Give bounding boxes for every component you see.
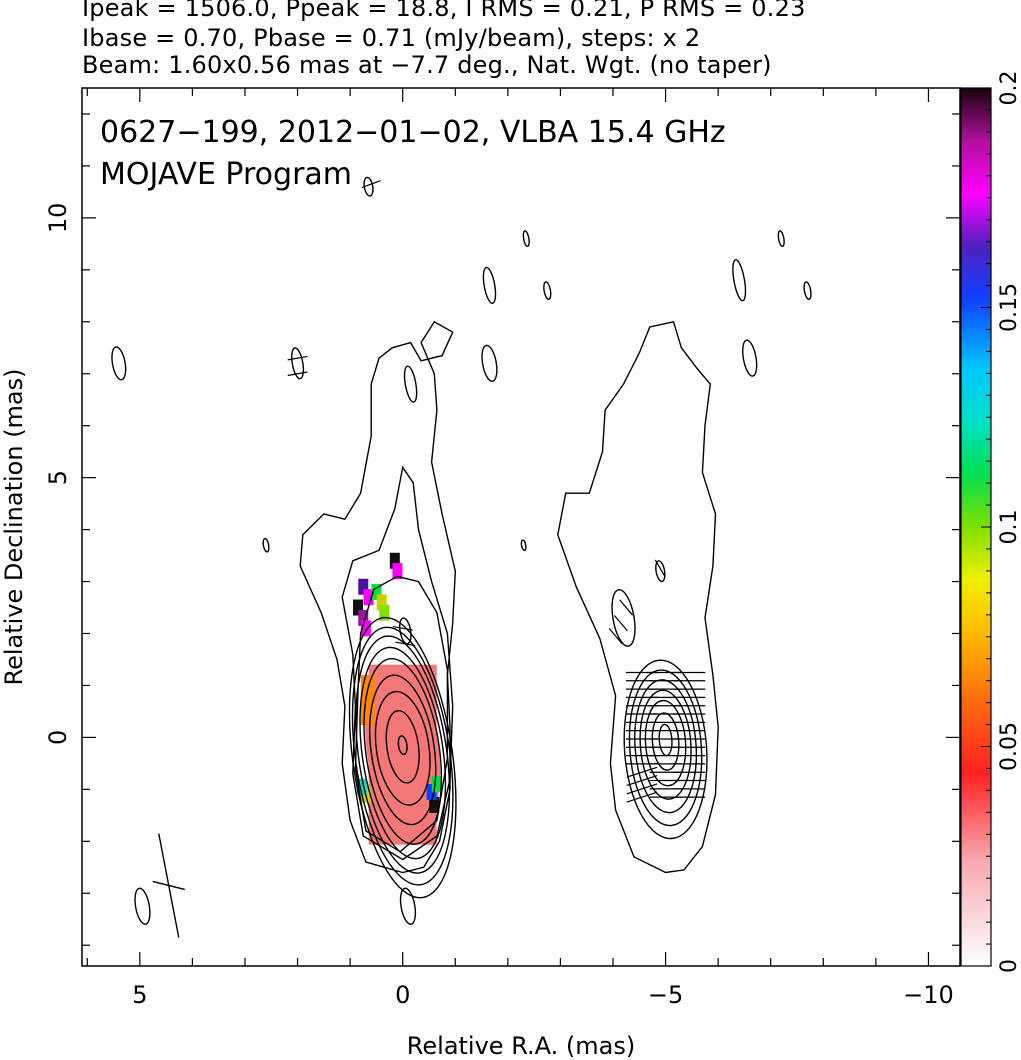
contour-right — [628, 669, 703, 827]
contour-left — [369, 674, 437, 826]
x-tick-label: 5 — [132, 981, 147, 1009]
contour-isolated — [482, 266, 497, 305]
contour-isolated — [399, 887, 417, 925]
header-line-3: Beam: 1.60x0.56 mas at −7.7 deg., Nat. W… — [82, 51, 772, 79]
contour-isolated — [134, 887, 151, 925]
contour-isolated — [291, 347, 305, 380]
evpa-vector — [626, 766, 658, 778]
x-tick-label: 0 — [395, 981, 410, 1009]
evpa-vector — [395, 641, 416, 647]
pol-pixel — [360, 620, 371, 637]
x-tick-label: −10 — [903, 981, 954, 1009]
pol-pixel — [356, 778, 367, 795]
pol-pixel — [429, 796, 440, 813]
pol-pixel — [376, 594, 387, 611]
contour-isolated — [543, 281, 552, 301]
evpa-vectors — [287, 180, 706, 803]
pol-pixel — [379, 604, 390, 621]
pol-pixel — [358, 609, 369, 626]
colorbar-tick-labels: 0 0.05 0.1 0.15 0.2 — [997, 71, 1021, 974]
axis-ticks — [82, 88, 960, 966]
contour-left — [359, 646, 447, 860]
colorbar-tick-label: 0.2 — [997, 71, 1021, 106]
contour-isolated — [403, 365, 418, 403]
program-label: MOJAVE Program — [100, 157, 352, 192]
contour-isolated — [732, 259, 747, 302]
y-tick-label: 10 — [44, 203, 72, 234]
contour-isolated — [777, 230, 785, 248]
contour-left — [374, 690, 431, 806]
contour-right — [623, 659, 708, 840]
evpa-vector — [608, 628, 623, 645]
contour-isolated — [262, 537, 270, 553]
contour-isolated — [520, 539, 527, 552]
contour-right — [634, 679, 698, 814]
contour-left-mid — [341, 465, 454, 861]
header-line-2: Ibase = 0.70, Pbase = 0.71 (mJy/beam), s… — [82, 24, 701, 52]
contour-right — [639, 689, 692, 800]
contour-right — [658, 723, 673, 757]
evpa-vector — [392, 625, 413, 631]
pol-pixel — [389, 552, 400, 569]
colorbar-tick-label: 0 — [997, 959, 1021, 973]
contour-isolated — [111, 346, 127, 381]
contour-isolated — [803, 281, 812, 301]
plot-frame — [81, 87, 961, 967]
pol-pixel — [431, 776, 442, 793]
contour-isolated — [481, 344, 498, 382]
header-line-1: Ipeak = 1506.0, Ppeak = 18.8, I RMS = 0.… — [82, 0, 806, 22]
y-tick-label: 0 — [44, 730, 72, 745]
x-tick-label: −5 — [648, 981, 683, 1009]
contour-left-inner — [354, 575, 449, 853]
pol-pixel — [371, 583, 382, 600]
evpa-vector — [626, 791, 658, 803]
source-label: 0627−199, 2012−01−02, VLBA 15.4 GHz — [100, 115, 726, 150]
pol-pixel — [392, 563, 403, 580]
evpa-vector — [654, 559, 666, 578]
colorbar-tick-label: 0.15 — [997, 283, 1021, 332]
contour-left — [385, 709, 420, 784]
contour-isolated — [611, 589, 636, 647]
contour-left-outer — [299, 320, 457, 874]
beam-minor-axis — [152, 880, 185, 891]
colorbar-tick-label: 0.05 — [997, 722, 1021, 771]
pol-pixel — [363, 589, 374, 606]
colorbar-frame — [960, 87, 992, 967]
y-tick-label: 5 — [44, 470, 72, 485]
evpa-vector — [361, 180, 381, 189]
contour-right-outer — [557, 320, 719, 874]
contour-isolated — [363, 176, 374, 197]
beam-ellipse — [152, 833, 185, 938]
contour-isolated — [655, 560, 666, 583]
contour-right — [651, 712, 680, 771]
contour-left — [363, 657, 443, 845]
evpa-vector — [619, 599, 634, 616]
evpa-vector — [287, 371, 308, 377]
contour-left — [355, 635, 451, 874]
y-axis-label: Relative Declination (mas) — [0, 368, 28, 685]
contour-lines — [111, 176, 812, 925]
contour-isolated — [522, 230, 530, 248]
colorbar-tick-label: 0.1 — [997, 510, 1021, 545]
pol-pixel — [358, 578, 369, 595]
evpa-vector — [626, 783, 658, 795]
contour-right — [644, 699, 687, 787]
x-axis-label: Relative R.A. (mas) — [407, 1032, 635, 1060]
pol-pixel — [426, 783, 437, 800]
axis-tick-labels: 5 0 −5 −10 0 5 10 — [44, 203, 954, 1009]
evpa-vector — [626, 775, 658, 787]
evpa-vector — [614, 615, 628, 632]
colorbar-ticks — [960, 87, 992, 967]
contour-left — [397, 735, 408, 756]
pol-pixel — [353, 599, 364, 616]
evpa-vector — [287, 355, 308, 361]
contour-isolated — [742, 339, 758, 377]
